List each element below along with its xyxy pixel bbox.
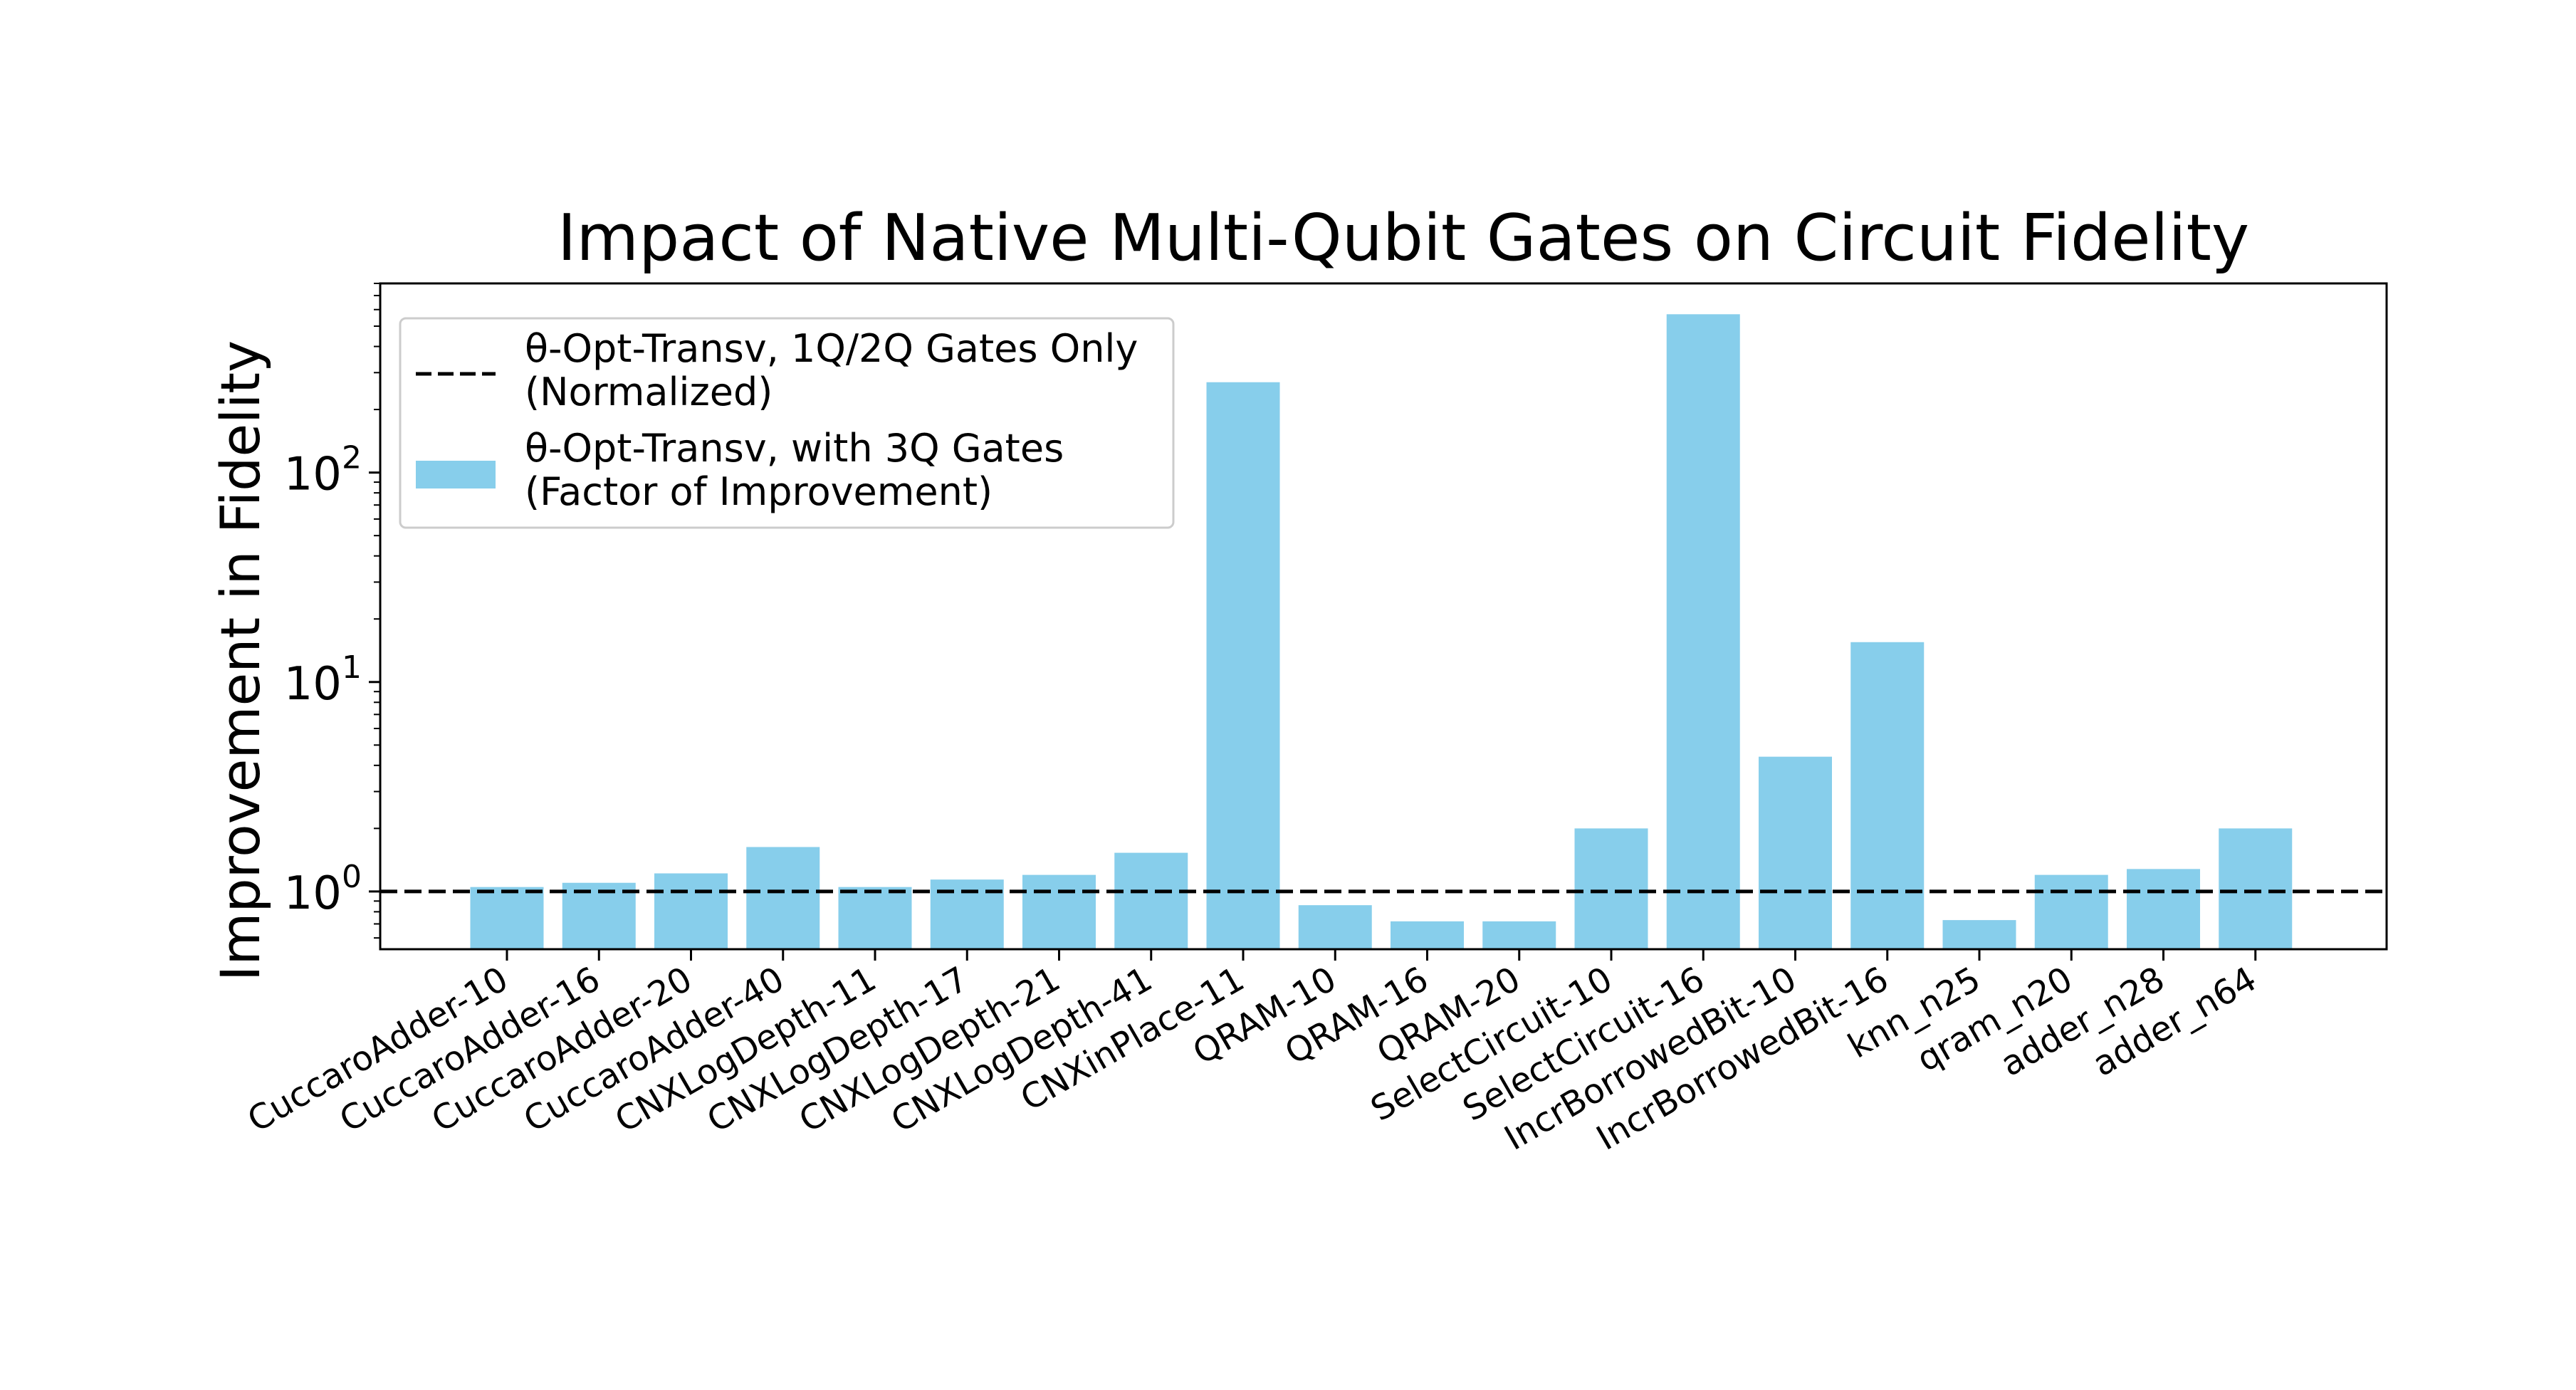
bar xyxy=(1114,852,1188,949)
bar xyxy=(838,887,912,949)
plot-frame xyxy=(379,282,2388,951)
y-tick-label: 102 xyxy=(284,440,362,501)
bar xyxy=(1482,921,1556,949)
legend-bar-swatch xyxy=(416,461,496,488)
legend: θ-Opt-Transv, 1Q/2Q Gates Only (Normaliz… xyxy=(399,317,1175,529)
legend-box xyxy=(399,317,1175,529)
bar xyxy=(2219,828,2293,949)
bar xyxy=(746,847,820,949)
bar xyxy=(654,873,728,949)
legend-entry-1-line1: θ-Opt-Transv, 1Q/2Q Gates Only xyxy=(525,326,1138,371)
y-tick-layer: 100 101 102 xyxy=(284,283,380,939)
bar xyxy=(1759,756,1832,949)
bar xyxy=(1391,921,1464,949)
x-tick-label-layer: CuccaroAdder-10CuccaroAdder-16CuccaroAdd… xyxy=(241,949,2263,1159)
bar xyxy=(2034,874,2108,949)
bar xyxy=(1298,905,1372,949)
chart-title: Impact of Native Multi-Qubit Gates on Ci… xyxy=(557,201,2249,276)
bar xyxy=(470,887,544,949)
legend-entry-1-line2: (Normalized) xyxy=(525,370,773,414)
bar xyxy=(1022,874,1096,949)
legend-entry-2-line1: θ-Opt-Transv, with 3Q Gates xyxy=(525,426,1064,471)
y-tick-label: 100 xyxy=(284,859,362,920)
y-tick-label: 101 xyxy=(284,649,362,711)
bar xyxy=(1850,642,1925,949)
y-axis-label: Improvement in Fidelity xyxy=(209,340,272,981)
bars-layer xyxy=(470,314,2293,949)
bar xyxy=(562,882,636,949)
bar xyxy=(1942,920,2016,949)
bar xyxy=(1574,828,1648,949)
legend-entry-2-line2: (Factor of Improvement) xyxy=(525,469,993,514)
bar xyxy=(1666,314,1740,949)
bar xyxy=(1206,382,1280,949)
bar xyxy=(2127,869,2200,949)
